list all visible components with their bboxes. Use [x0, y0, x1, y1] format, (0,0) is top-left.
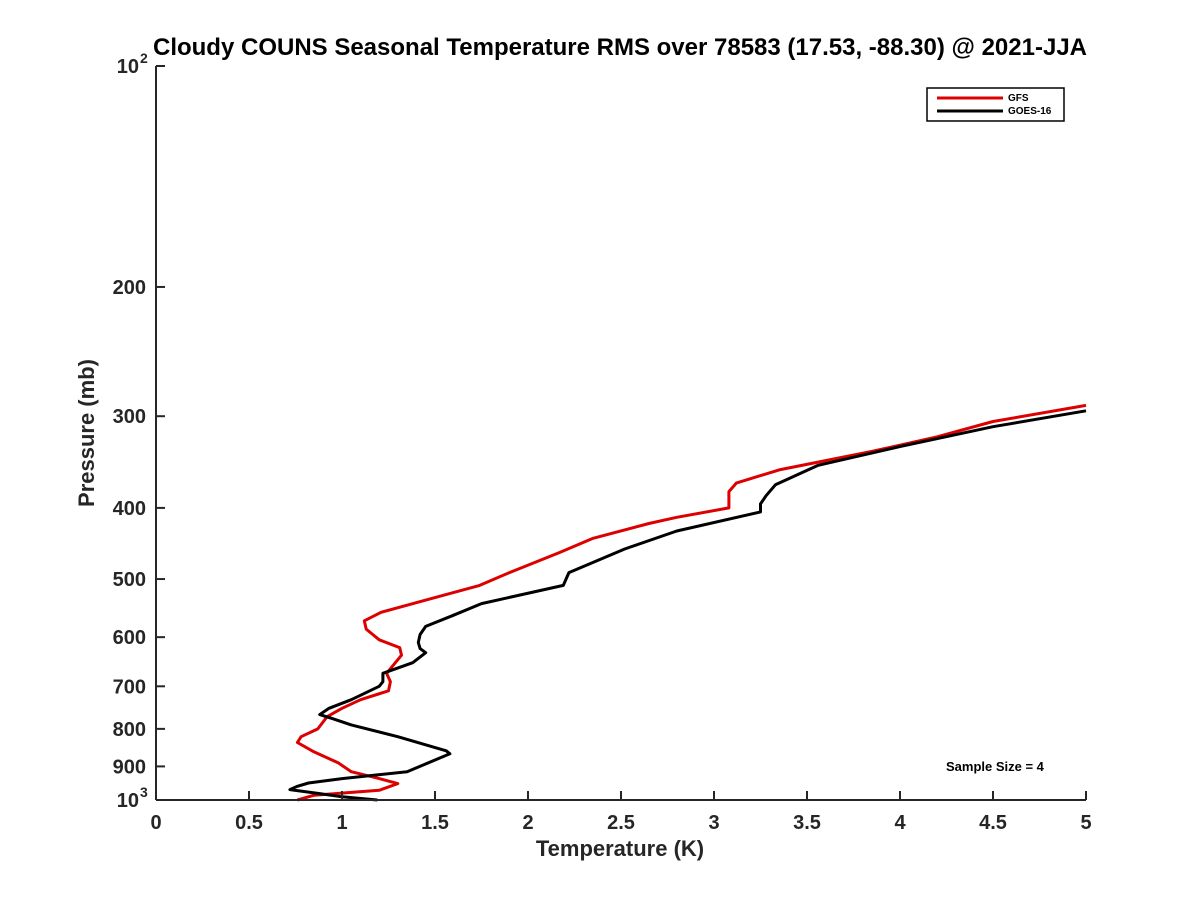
series-line-gfs [295, 403, 1087, 802]
y-tick-label: 700 [113, 676, 146, 698]
plot-area: 0 0.5 1 1.5 2 2.5 3 3.5 4 4.5 510 22003004005006007… [113, 50, 1092, 834]
series-line-goes16 [288, 409, 1087, 802]
x-tick-label: 2.5 [607, 812, 635, 834]
y-tick-label: 500 [113, 569, 146, 591]
x-tick-label: 0.5 [235, 812, 263, 834]
y-tick-label: 200 [113, 277, 146, 299]
legend: GFS GOES-16 [926, 87, 1065, 122]
x-tick-label: 3.5 [793, 812, 821, 834]
y-tick-label-exponent: 2 [140, 50, 148, 66]
y-tick-label: 800 [113, 719, 146, 741]
x-tick-label: 1 [336, 812, 347, 834]
x-tick-label: 2 [522, 812, 533, 834]
y-tick-label: 10 [117, 790, 139, 812]
sample-size-annotation: Sample Size = 4 [946, 759, 1045, 774]
x-tick-label: 4.5 [979, 812, 1007, 834]
y-tick-label: 900 [113, 756, 146, 778]
chart-title: Cloudy COUNS Seasonal Temperature RMS ov… [153, 34, 1087, 61]
x-tick-label: 4 [894, 812, 906, 834]
x-tick-label: 0 [150, 812, 161, 834]
y-tick-label-exponent: 3 [140, 784, 148, 800]
y-tick-label: 600 [113, 627, 146, 649]
x-tick-label: 1.5 [421, 812, 449, 834]
y-tick-label: 300 [113, 406, 146, 428]
x-axis-label: Temperature (K) [536, 836, 704, 861]
legend-box [926, 87, 1065, 122]
y-tick-label: 400 [113, 498, 146, 520]
y-tick-label: 10 [117, 56, 139, 78]
legend-label-goes16: GOES-16 [1008, 106, 1052, 117]
x-tick-label: 5 [1080, 812, 1091, 834]
legend-label-gfs: GFS [1008, 93, 1029, 104]
y-axis-label: Pressure (mb) [74, 359, 99, 507]
x-tick-label: 3 [708, 812, 719, 834]
